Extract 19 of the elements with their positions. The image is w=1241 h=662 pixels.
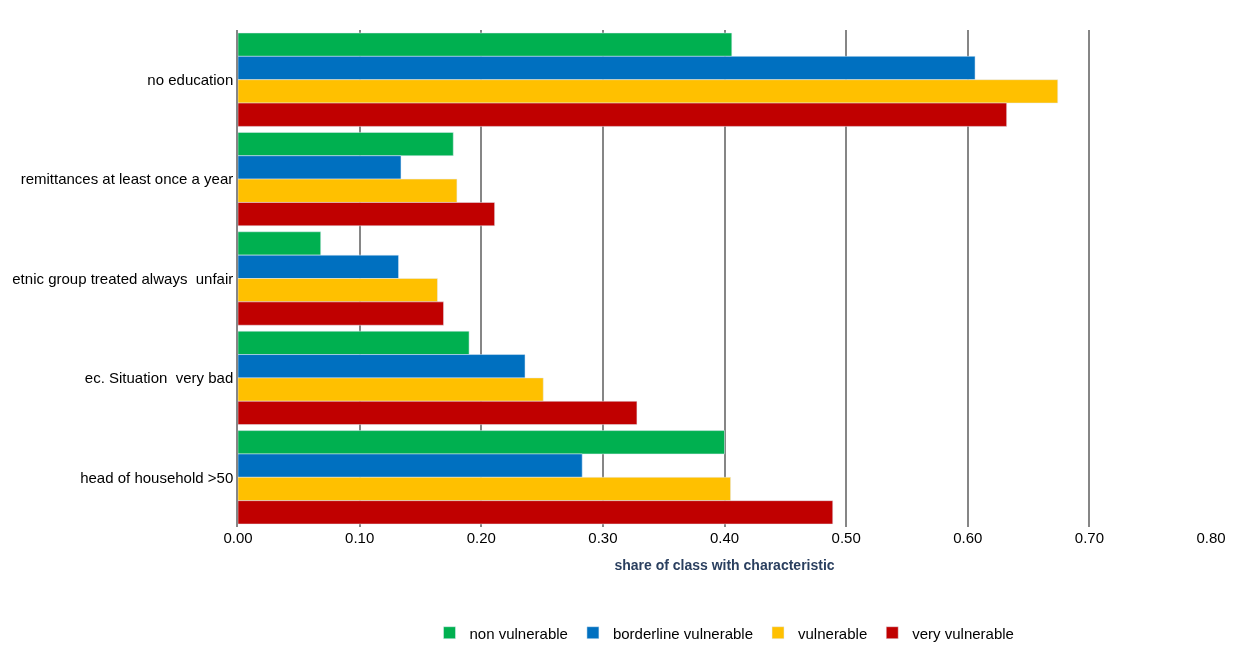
x-tick-label: 0.40 xyxy=(709,529,740,546)
x-tick-label: 0.10 xyxy=(345,529,375,546)
x-tick-label: 0.30 xyxy=(588,529,618,546)
x-tick-label: 0.50 xyxy=(831,529,861,546)
y-tick-label: ec. Situation very bad xyxy=(84,369,234,387)
legend-label: vulnerable xyxy=(798,624,868,642)
x-tick-label: 0.20 xyxy=(466,529,496,546)
y-tick-label: etnic group treated always unfair xyxy=(12,269,234,287)
y-tick-label: no education xyxy=(147,70,234,88)
x-axis-title: share of class with characteristic xyxy=(614,557,835,574)
y-tick-label: remittances at least once a year xyxy=(20,170,234,188)
x-tick-label: 0.00 xyxy=(223,529,253,546)
x-tick-label: 0.80 xyxy=(1196,529,1226,546)
legend-label: very vulnerable xyxy=(912,624,1014,642)
y-tick-label: head of household >50 xyxy=(80,468,234,486)
legend-label: non vulnerable xyxy=(469,624,568,642)
x-tick-label: 0.60 xyxy=(953,529,983,546)
legend-label: borderline vulnerable xyxy=(612,624,754,642)
x-tick-label: 0.70 xyxy=(1074,529,1104,546)
